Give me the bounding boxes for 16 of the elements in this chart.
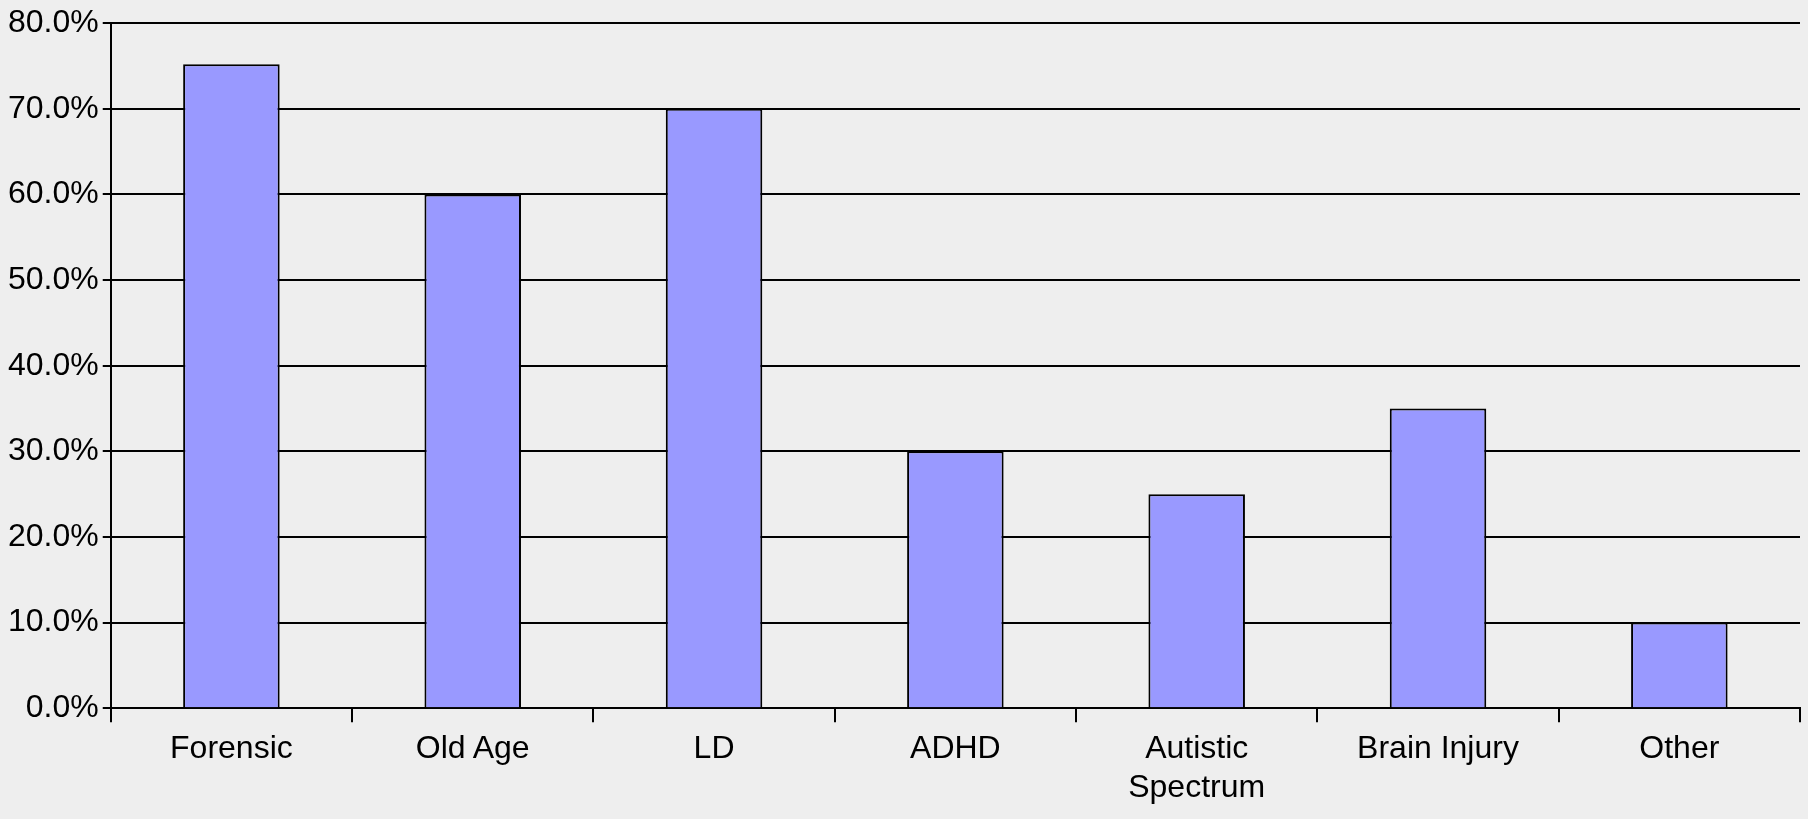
y-tick-label: 30.0% [8, 431, 99, 468]
y-tick-label: 0.0% [25, 688, 99, 725]
y-tick-label: 50.0% [8, 259, 99, 296]
x-tick-label: Autistic Spectrum [1128, 729, 1266, 804]
y-tick-label: 70.0% [8, 88, 99, 125]
x-tick-label: Other [1639, 729, 1720, 766]
x-tick-label: Forensic [170, 729, 293, 766]
y-tick-label: 40.0% [8, 345, 99, 382]
x-tick-label: Brain Injury [1357, 729, 1519, 766]
y-tick-label: 10.0% [8, 602, 99, 639]
x-tick-label: LD [693, 729, 735, 766]
x-tick-label: Old Age [415, 729, 530, 766]
x-tick-label: ADHD [910, 729, 1001, 766]
y-tick-label: 20.0% [8, 516, 99, 553]
y-tick-label: 60.0% [8, 174, 99, 211]
y-tick-label: 80.0% [8, 3, 99, 40]
